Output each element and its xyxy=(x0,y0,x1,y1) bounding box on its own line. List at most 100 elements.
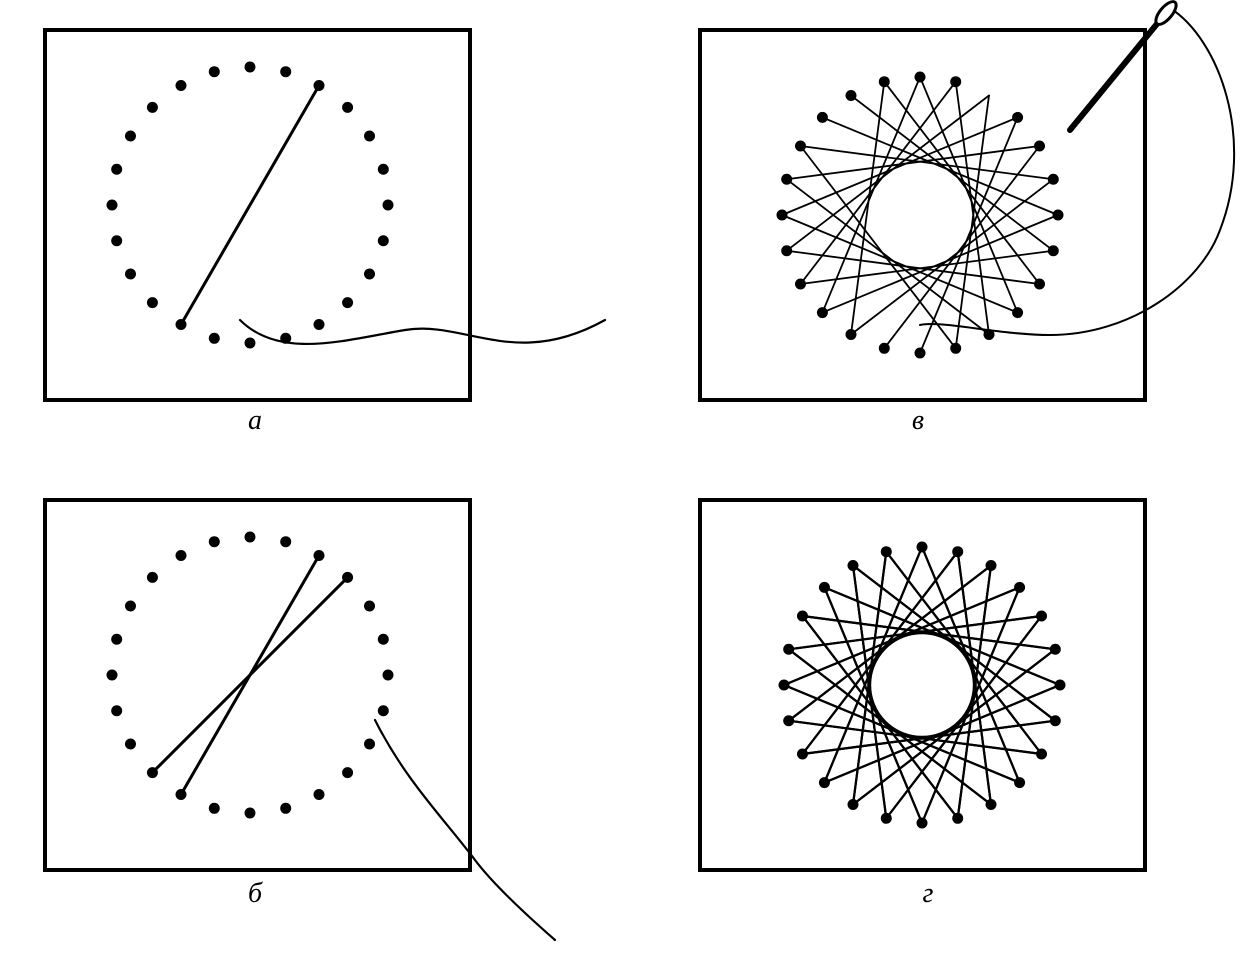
circle-dot xyxy=(952,813,963,824)
circle-dot xyxy=(881,546,892,557)
panel-a-frame xyxy=(45,30,470,400)
circle-dot xyxy=(378,164,389,175)
circle-dot xyxy=(176,80,187,91)
thread-tail xyxy=(375,720,555,940)
circle-dot xyxy=(280,66,291,77)
circle-dot xyxy=(342,102,353,113)
circle-dot xyxy=(383,670,394,681)
panel-b-content xyxy=(107,532,556,941)
panel-v-frame xyxy=(700,30,1145,400)
circle-dot xyxy=(342,297,353,308)
panel-v-caption: в xyxy=(888,405,948,437)
panel-b xyxy=(45,500,645,960)
circle-dot xyxy=(125,601,136,612)
circle-dot xyxy=(917,542,928,553)
circle-dot xyxy=(280,803,291,814)
circle-dot xyxy=(364,601,375,612)
circle-dot xyxy=(125,739,136,750)
circle-dot xyxy=(111,634,122,645)
circle-dot xyxy=(1014,582,1025,593)
chord-line xyxy=(181,85,319,324)
circle-dot xyxy=(986,560,997,571)
circle-dot xyxy=(209,333,220,344)
panel-v-content xyxy=(777,0,1235,359)
circle-dot xyxy=(917,818,928,829)
circle-dot xyxy=(111,705,122,716)
circle-dot xyxy=(245,338,256,349)
chord-line xyxy=(152,577,347,772)
circle-dot xyxy=(364,739,375,750)
circle-dot xyxy=(280,536,291,547)
panel-g xyxy=(700,500,1160,900)
chord-line xyxy=(956,82,989,335)
chord-line xyxy=(787,251,1040,284)
circle-dot xyxy=(779,680,790,691)
circle-dot xyxy=(125,131,136,142)
circle-dot xyxy=(1050,644,1061,655)
circle-dot xyxy=(147,572,158,583)
circle-dot xyxy=(848,799,859,810)
chord-line xyxy=(1070,8,1170,130)
circle-dot xyxy=(378,235,389,246)
panel-g-svg xyxy=(700,500,1160,900)
circle-dot xyxy=(209,536,220,547)
inner-ring xyxy=(869,632,975,738)
needle-eye-icon xyxy=(1152,0,1179,28)
circle-dot xyxy=(1036,749,1047,760)
circle-dot xyxy=(797,611,808,622)
circle-dot xyxy=(111,164,122,175)
circle-dot xyxy=(1050,715,1061,726)
circle-dot xyxy=(1036,611,1047,622)
circle-dot xyxy=(783,644,794,655)
circle-dot xyxy=(378,634,389,645)
circle-dot xyxy=(819,777,830,788)
page: а б в г xyxy=(0,0,1253,946)
chord-line xyxy=(800,146,1053,179)
circle-dot xyxy=(1055,680,1066,691)
circle-dot xyxy=(378,705,389,716)
circle-dot xyxy=(107,670,118,681)
circle-dot xyxy=(245,532,256,543)
chord-line xyxy=(787,146,1040,179)
circle-dot xyxy=(147,102,158,113)
panel-v xyxy=(700,30,1253,430)
panel-v-svg xyxy=(700,30,1253,430)
panel-a-caption: а xyxy=(225,405,285,437)
circle-dot xyxy=(342,767,353,778)
panel-a-svg xyxy=(45,30,645,430)
chord-line xyxy=(956,95,989,348)
circle-dot xyxy=(364,131,375,142)
panel-g-caption: г xyxy=(898,878,958,910)
circle-dot xyxy=(245,808,256,819)
panel-b-frame xyxy=(45,500,470,870)
circle-dot xyxy=(209,803,220,814)
circle-dot xyxy=(111,235,122,246)
circle-dot xyxy=(176,550,187,561)
circle-dot xyxy=(107,200,118,211)
circle-dot xyxy=(147,297,158,308)
chord-line xyxy=(800,251,1053,284)
circle-dot xyxy=(125,269,136,280)
circle-dot xyxy=(364,269,375,280)
circle-dot xyxy=(952,546,963,557)
circle-dot xyxy=(848,560,859,571)
circle-dot xyxy=(797,749,808,760)
circle-dot xyxy=(1014,777,1025,788)
circle-dot xyxy=(314,789,325,800)
circle-dot xyxy=(783,715,794,726)
thread-tail xyxy=(240,320,605,344)
panel-b-svg xyxy=(45,500,645,960)
panel-g-content xyxy=(779,542,1066,829)
chord-line xyxy=(800,82,955,284)
chord-line xyxy=(851,82,884,335)
circle-dot xyxy=(314,319,325,330)
circle-dot xyxy=(209,66,220,77)
circle-dot xyxy=(986,799,997,810)
panel-b-caption: б xyxy=(225,878,285,910)
circle-dot xyxy=(881,813,892,824)
panel-a-content xyxy=(107,62,606,349)
circle-dot xyxy=(383,200,394,211)
panel-a xyxy=(45,30,645,430)
circle-dot xyxy=(245,62,256,73)
circle-dot xyxy=(819,582,830,593)
